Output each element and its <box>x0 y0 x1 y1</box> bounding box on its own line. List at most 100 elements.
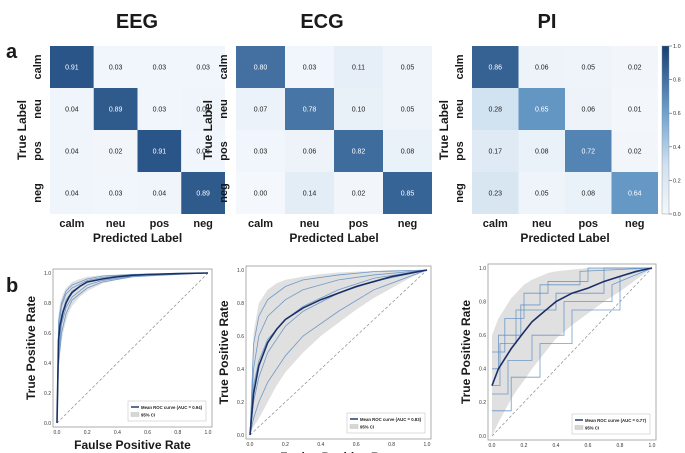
roc-x-tick-label: 0.2 <box>84 430 91 436</box>
cm-y-axis-label: True Label <box>201 100 215 160</box>
roc-x-axis-label: Faulse Positive Rate <box>280 450 397 453</box>
cm-cell <box>518 130 565 172</box>
roc-plot-eeg: 0.00.0 0.2 0.2 0.4 0.4 0.6 0.6 0.8 0.8 1.0 1.0 Faul… <box>24 268 213 452</box>
roc-x-tick-label: 0.6 <box>144 430 151 436</box>
cm-cell-value: 0.03 <box>109 65 123 72</box>
cm-cell-value: 0.23 <box>488 191 502 198</box>
roc-legend-mean-label: Mean ROC curve (AUC = 0.94) <box>141 405 203 410</box>
cm-cell <box>137 88 182 130</box>
cm-x-tick-label: calm <box>59 218 84 230</box>
cm-cell <box>50 172 94 214</box>
roc-fold-curve <box>492 267 653 412</box>
cm-cell <box>472 46 519 88</box>
cm-cell-value: 0.14 <box>303 191 317 198</box>
roc-y-axis-label: True Positive Rate <box>459 300 473 404</box>
cm-cell <box>565 172 612 214</box>
colorbar-ticks: 1.0 0.8 0.6 0.4 0.2 0.0 <box>669 44 681 218</box>
title-ecg: ECG <box>300 11 343 33</box>
roc-y-tick-label: 1.0 <box>44 271 51 277</box>
roc-legend-box <box>346 412 426 434</box>
roc-y-axis-label: True Positive Rate <box>217 300 231 404</box>
roc-plot-ecg: 0.00.0 0.2 0.2 0.4 0.4 0.6 0.6 0.8 0.8 1.0 1.0 Faul… <box>217 265 432 453</box>
cm-x-axis-label: Predicted Label <box>93 231 182 245</box>
cm-cell <box>334 46 383 88</box>
cm-cell-value: 0.01 <box>628 107 642 114</box>
roc-x-tick-label: 0.0 <box>247 442 254 448</box>
colorbar-tick-label: 0.2 <box>673 178 681 184</box>
roc-y-tick-label: 1.0 <box>237 268 244 274</box>
cm-cell <box>236 172 285 214</box>
cm-cell-value: 0.17 <box>488 149 502 156</box>
cm-cell <box>611 130 658 172</box>
cm-x-tick-label: calm <box>483 218 508 230</box>
cm-cell-value: 0.06 <box>303 149 317 156</box>
cm-cell <box>137 46 182 88</box>
roc-x-axis-label: Faulse Positive Rate <box>514 451 631 453</box>
roc-legend-ci-label: 95% CI <box>585 425 599 430</box>
cm-cell <box>472 88 519 130</box>
roc-legend-box <box>571 413 651 435</box>
colorbar-tick-label: 0.8 <box>673 78 681 84</box>
cm-cell <box>565 46 612 88</box>
cm-x-tick-label: calm <box>248 218 273 230</box>
colorbar-gradient <box>661 45 670 215</box>
confusion-matrix-ecg: 0.80 0.03 0.11 0.05 0.07 0.78 0.10 0.05 0.03 0.06… <box>201 46 432 245</box>
cm-y-axis-label: True Label <box>15 100 29 160</box>
colorbar-tick-label: 1.0 <box>673 44 681 50</box>
cm-cell <box>50 46 94 88</box>
roc-y-tick-label: 0.2 <box>237 400 244 406</box>
cm-cell <box>285 46 334 88</box>
cm-cell <box>285 130 334 172</box>
cm-cell <box>334 130 383 172</box>
roc-fold-curve <box>56 272 209 424</box>
roc-chance-line <box>249 269 428 436</box>
cm-cell <box>518 88 565 130</box>
cm-cell <box>181 130 225 172</box>
roc-mean-curve <box>56 272 209 424</box>
cm-x-tick-label: neu <box>106 218 126 230</box>
roc-y-tick-label: 0.2 <box>479 400 486 406</box>
roc-plot-pi: 0.00.0 0.2 0.2 0.4 0.4 0.6 0.6 0.8 0.8 1.0 1.0 Faul… <box>459 263 657 453</box>
cm-cell <box>181 172 225 214</box>
cm-cell-value: 0.05 <box>401 107 415 114</box>
cm-cell <box>565 130 612 172</box>
cm-cell-value: 0.03 <box>254 149 268 156</box>
cm-cell <box>93 130 138 172</box>
roc-x-tick-label: 0.8 <box>617 443 624 449</box>
cm-cell-value: 0.04 <box>65 149 79 156</box>
cm-y-tick-label: neg <box>454 183 466 203</box>
roc-x-tick-label: 0.4 <box>317 442 324 448</box>
cm-x-tick-label: pos <box>578 218 598 230</box>
roc-legend-ci-label: 95% CI <box>360 424 374 429</box>
cm-cell-value: 0.04 <box>65 107 79 114</box>
roc-x-tick-label: 0.6 <box>585 443 592 449</box>
roc-fold-curve <box>249 269 428 436</box>
cm-cell-value: 0.86 <box>488 65 502 72</box>
cm-cell <box>181 88 225 130</box>
cm-cell-value: 0.91 <box>65 65 79 72</box>
cm-cell-value: 0.08 <box>581 191 595 198</box>
cm-cell <box>236 88 285 130</box>
roc-y-tick-label: 0.6 <box>44 331 51 337</box>
cm-y-tick-label: pos <box>218 141 230 161</box>
cm-cell-value: 0.72 <box>581 149 595 156</box>
roc-ci-band <box>250 270 427 435</box>
cm-cell <box>383 130 432 172</box>
colorbar: 1.0 0.8 0.6 0.4 0.2 0.0 <box>661 44 681 218</box>
colorbar-tick-label: 0.0 <box>673 212 681 218</box>
cm-cell <box>611 172 658 214</box>
cm-cell <box>137 172 182 214</box>
cm-x-axis-label: Predicted Label <box>289 231 378 245</box>
cm-y-tick-label: calm <box>218 54 230 79</box>
roc-x-tick-label: 0.2 <box>282 442 289 448</box>
cm-cell-value: 0.89 <box>196 191 210 198</box>
cm-cell <box>472 172 519 214</box>
cm-cell-value: 0.04 <box>196 107 210 114</box>
colorbar-tick-label: 0.4 <box>673 145 681 151</box>
cm-y-tick-label: neu <box>32 99 44 119</box>
roc-legend-ci-swatch <box>349 424 359 429</box>
cm-cell-value: 0.89 <box>109 107 123 114</box>
cm-cell-value: 0.02 <box>352 191 366 198</box>
roc-legend-ci-swatch <box>574 425 584 430</box>
cm-cell-value: 0.04 <box>65 191 79 198</box>
